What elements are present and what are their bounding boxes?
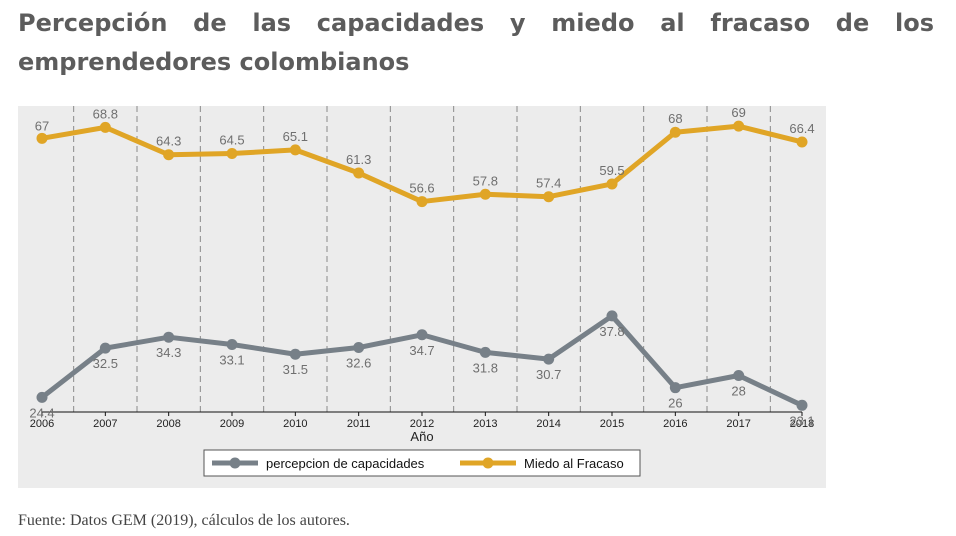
data-point bbox=[353, 167, 365, 179]
legend-label-capacidades: percepcion de capacidades bbox=[266, 456, 425, 471]
legend-label-miedo: Miedo al Fracaso bbox=[524, 456, 624, 471]
data-point bbox=[796, 399, 808, 411]
data-point bbox=[416, 329, 428, 341]
chart-frame: 2006 2007 2008 2009 2010 2011 2012 2013 2014 2015… bbox=[18, 106, 826, 488]
data-label: 31.5 bbox=[283, 362, 308, 377]
page-title: Percepción de las capacidades y miedo al… bbox=[18, 9, 934, 76]
data-label: 34.7 bbox=[409, 343, 434, 358]
data-point bbox=[36, 132, 48, 144]
x-tick-label: 2015 bbox=[600, 418, 624, 430]
data-point bbox=[733, 370, 745, 382]
x-axis-ticks: 2006 2007 2008 2009 2010 2011 2012 2013 2014 2015… bbox=[30, 412, 814, 430]
data-label: 32.6 bbox=[346, 356, 371, 371]
data-point bbox=[163, 149, 175, 161]
legend-marker-capacidades bbox=[229, 457, 241, 469]
data-point bbox=[226, 148, 238, 160]
data-label: 56.6 bbox=[409, 181, 434, 196]
data-point bbox=[99, 121, 111, 133]
data-point bbox=[733, 120, 745, 132]
data-label: 64.5 bbox=[219, 133, 244, 148]
data-label: 24.4 bbox=[29, 405, 54, 420]
data-label: 37.8 bbox=[599, 324, 624, 339]
x-tick-label: 2013 bbox=[473, 418, 497, 430]
data-point bbox=[669, 126, 681, 138]
data-point bbox=[543, 353, 555, 365]
data-label: 65.1 bbox=[283, 129, 308, 144]
data-point bbox=[479, 346, 491, 358]
data-label: 59.5 bbox=[599, 163, 624, 178]
x-tick-label: 2011 bbox=[347, 418, 371, 430]
data-point bbox=[796, 136, 808, 148]
data-point bbox=[606, 310, 618, 322]
x-tick-label: 2010 bbox=[283, 418, 307, 430]
data-point bbox=[543, 191, 555, 203]
data-point bbox=[226, 338, 238, 350]
data-label: 33.1 bbox=[219, 352, 244, 367]
data-label: 31.8 bbox=[473, 360, 498, 375]
data-label: 23.1 bbox=[789, 413, 814, 428]
data-label: 57.8 bbox=[473, 173, 498, 188]
data-point bbox=[416, 196, 428, 208]
legend: percepcion de capacidades Miedo al Fraca… bbox=[203, 449, 641, 477]
data-label: 30.7 bbox=[536, 367, 561, 382]
x-axis-title: Año bbox=[410, 429, 433, 444]
data-label: 67 bbox=[35, 118, 49, 133]
x-tick-label: 2012 bbox=[410, 418, 434, 430]
legend-marker-miedo bbox=[482, 457, 494, 469]
data-point bbox=[479, 188, 491, 200]
source-note: Fuente: Datos GEM (2019), cálculos de lo… bbox=[18, 512, 350, 529]
data-label: 61.3 bbox=[346, 152, 371, 167]
series-layer bbox=[36, 120, 808, 411]
data-label: 69 bbox=[731, 106, 745, 120]
data-point bbox=[669, 382, 681, 394]
data-label: 68.8 bbox=[93, 106, 118, 121]
data-label: 68 bbox=[668, 111, 682, 126]
data-point bbox=[606, 178, 618, 190]
data-point bbox=[289, 348, 301, 360]
x-tick-label: 2016 bbox=[663, 418, 687, 430]
x-tick-label: 2007 bbox=[93, 418, 117, 430]
data-point bbox=[163, 331, 175, 343]
data-label: 26 bbox=[668, 396, 682, 411]
x-tick-label: 2014 bbox=[536, 418, 560, 430]
grid-lines bbox=[73, 106, 771, 412]
x-tick-label: 2008 bbox=[156, 418, 180, 430]
data-point bbox=[36, 391, 48, 403]
line-chart: 2006 2007 2008 2009 2010 2011 2012 2013 2014 2015… bbox=[29, 106, 815, 477]
data-point bbox=[353, 342, 365, 354]
data-label: 32.5 bbox=[93, 356, 118, 371]
legend-box bbox=[203, 449, 641, 477]
x-tick-label: 2006 bbox=[30, 418, 54, 430]
data-label: 28 bbox=[731, 384, 745, 399]
x-tick-label: 2009 bbox=[220, 418, 244, 430]
data-label: 66.4 bbox=[789, 121, 814, 136]
data-point bbox=[99, 342, 111, 354]
data-label: 57.4 bbox=[536, 176, 561, 191]
data-labels: 24.4 32.5 34.3 33.1 31.5 32.6 34.7 31.8 30.7 37.8… bbox=[29, 106, 814, 428]
x-tick-label: 2018 bbox=[790, 418, 814, 430]
data-label: 34.3 bbox=[156, 345, 181, 360]
data-label: 64.3 bbox=[156, 134, 181, 149]
x-tick-label: 2017 bbox=[726, 418, 750, 430]
data-point bbox=[289, 144, 301, 156]
